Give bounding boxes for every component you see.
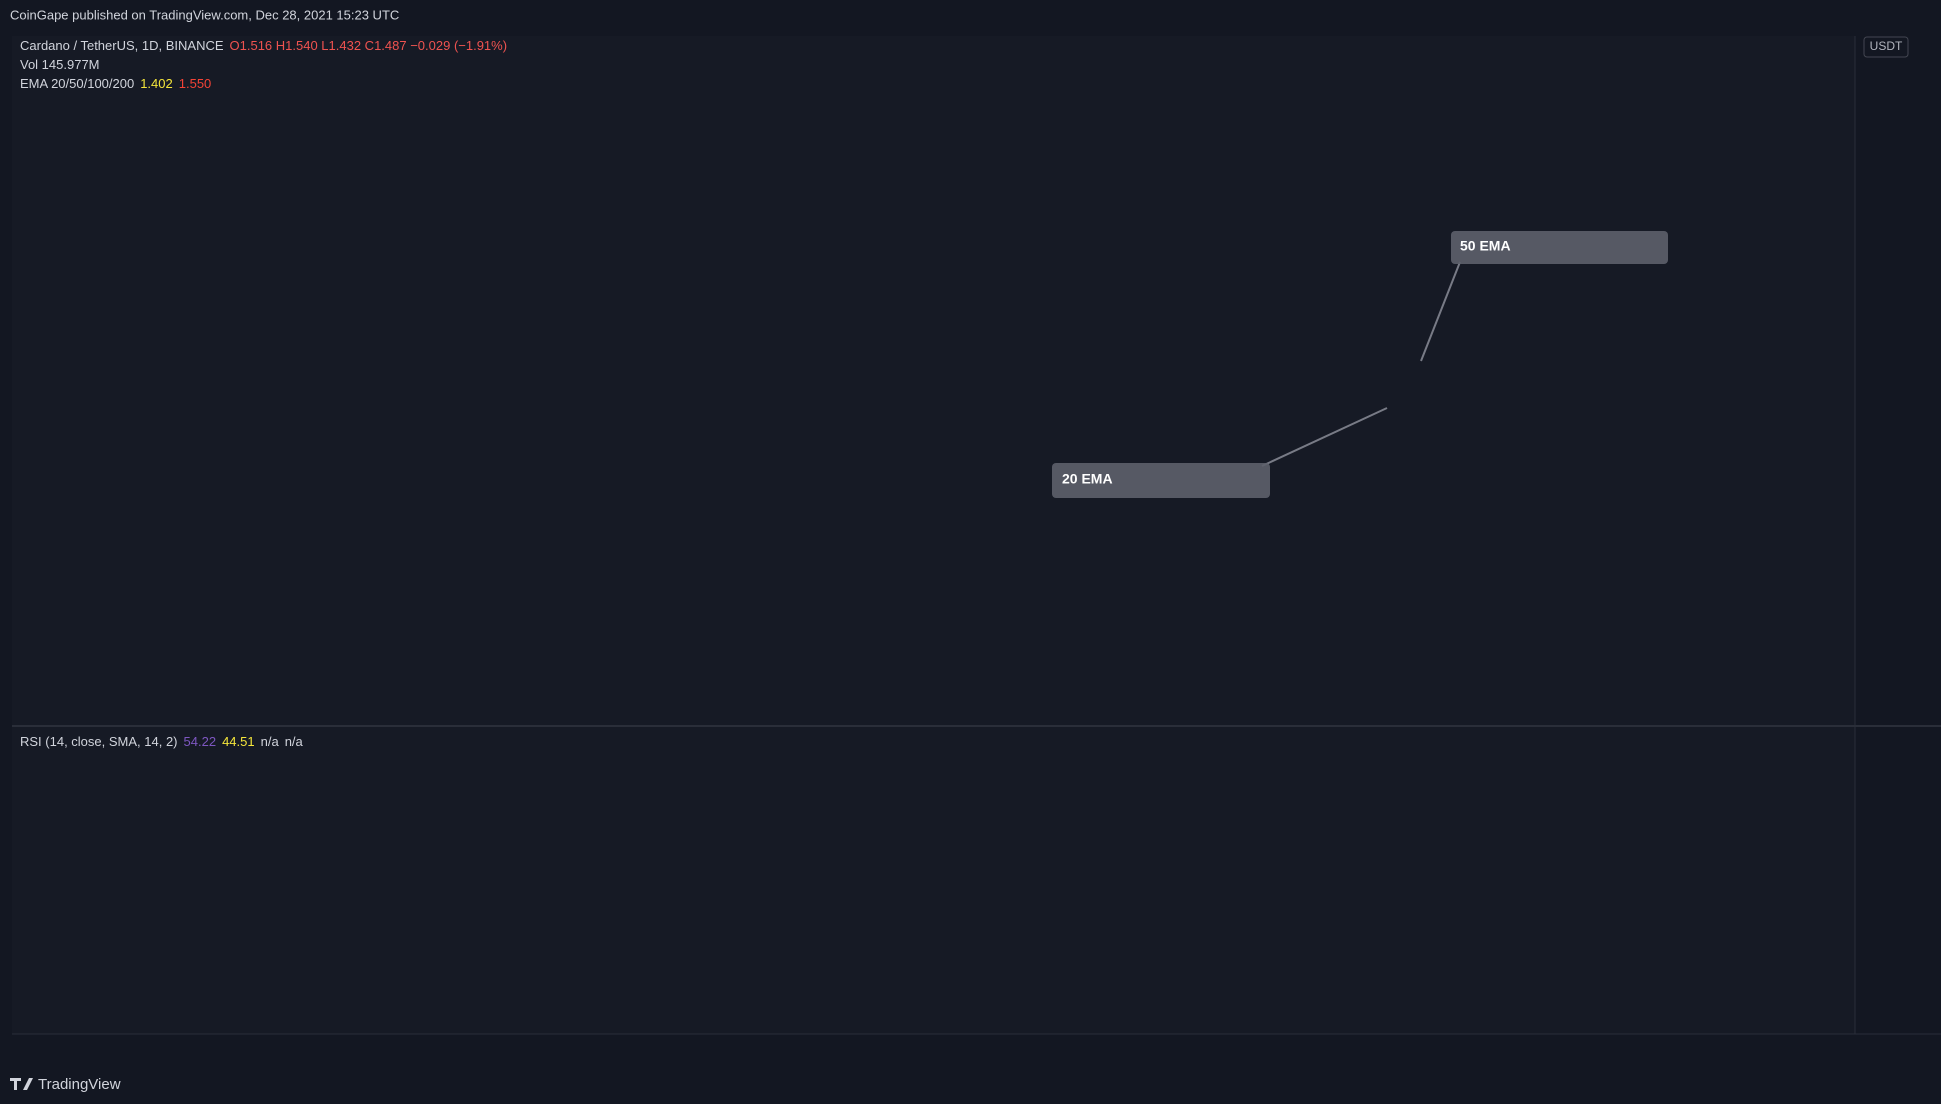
ema-value: 1.402 <box>140 76 173 91</box>
ema-label: EMA 20/50/100/200 <box>20 76 134 91</box>
annotation-pointer <box>1261 407 1388 467</box>
volume-label: Vol 145.977M <box>20 57 100 72</box>
rsi-label: RSI (14, close, SMA, 14, 2) <box>20 734 178 749</box>
logo-icon <box>10 1078 33 1090</box>
rsi-value: n/a <box>285 734 304 749</box>
annotation-box <box>1052 463 1270 498</box>
footer-logo: TradingView <box>10 1076 121 1093</box>
symbol: Cardano / TetherUS, 1D, BINANCE <box>20 38 224 53</box>
rsi-value: 54.22 <box>184 734 217 749</box>
ema-legend: EMA 20/50/100/200 1.402 1.550 <box>20 76 211 91</box>
annotation: 50 EMA <box>1420 231 1668 362</box>
annotation-text: 50 EMA <box>1460 238 1511 254</box>
rsi-legend: RSI (14, close, SMA, 14, 2) 54.22 44.51 n/a… <box>20 734 304 749</box>
currency-box <box>1863 36 1909 58</box>
volume-legend: Vol 145.977M <box>20 57 100 72</box>
currency: USDT <box>1870 39 1903 53</box>
annotation: 20 EMA <box>1052 407 1388 498</box>
annotation-text: 20 EMA <box>1062 471 1113 487</box>
symbol-legend: Cardano / TetherUS, 1D, BINANCE O1.516 H1… <box>20 38 507 53</box>
rsi-value: 44.51 <box>222 734 255 749</box>
annotation-pointer <box>1420 261 1461 362</box>
published-note: CoinGape published on TradingView.com, D… <box>10 7 399 22</box>
rsi-value: n/a <box>261 734 280 749</box>
annotation-box <box>1451 231 1668 264</box>
footer-brand: TradingView <box>38 1076 121 1093</box>
ohlc: O1.516 H1.540 L1.432 C1.487 −0.029 (−1.9… <box>230 38 508 53</box>
plot-area <box>12 36 1855 1034</box>
ema-value: 1.550 <box>179 76 212 91</box>
